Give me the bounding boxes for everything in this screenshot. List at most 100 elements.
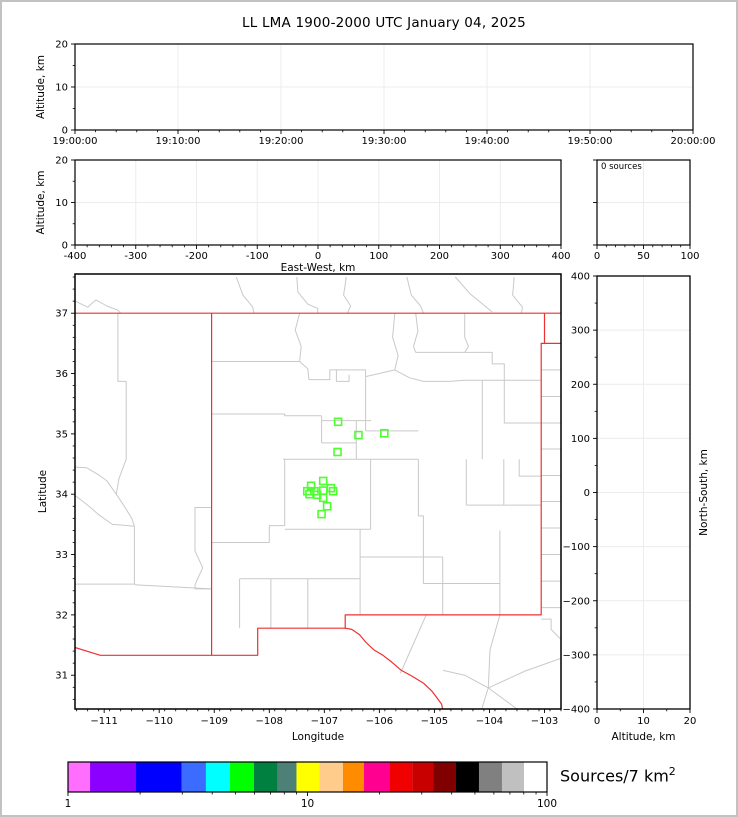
county-border-line [399, 614, 427, 674]
colorbar-swatch [181, 762, 206, 792]
tick-label: 19:50:00 [568, 136, 613, 147]
tick-label: 32 [55, 610, 68, 621]
x-axis-label: Altitude, km [611, 731, 675, 743]
tick-label: 50 [637, 251, 650, 262]
panel-map: −111 −110 −109 −108 −107 −106 −105 −104 −103 31 32… [37, 276, 562, 743]
tick-label: −400 [563, 705, 590, 716]
panel-frame [596, 275, 691, 710]
colorbar-swatch [342, 762, 365, 792]
tick-label: 100 [537, 798, 557, 810]
tick-label: −110 [145, 716, 172, 727]
tick-label: 100 [571, 434, 590, 445]
colorbar-label-sup: 2 [668, 765, 676, 778]
colorbar-swatch [136, 762, 182, 792]
county-border-line [487, 614, 501, 688]
colorbar-swatch [389, 762, 413, 792]
colorbar-swatch [478, 762, 502, 792]
county-border-line [75, 299, 122, 314]
colorbar-swatch [229, 762, 254, 792]
county-border-line [343, 276, 352, 314]
tick-label: 19:30:00 [362, 136, 407, 147]
county-border-line [464, 313, 469, 353]
tick-label: 200 [430, 251, 449, 262]
county-border-line [488, 657, 561, 689]
tick-label: 19:20:00 [259, 136, 304, 147]
county-border-line [488, 687, 518, 709]
panel-frame [74, 273, 562, 710]
figure-title: LL LMA 1900-2000 UTC January 04, 2025 [242, 15, 526, 31]
x-axis-label: East-West, km [281, 262, 356, 274]
y-axis-label: Altitude, km [35, 55, 47, 119]
source-marker [333, 417, 343, 427]
colorbar-swatch [253, 762, 278, 792]
county-border-line [299, 361, 310, 380]
colorbar-swatch [205, 762, 230, 792]
colorbar-swatch [90, 762, 137, 792]
tick-label: 10 [55, 198, 68, 209]
tick-label: 400 [551, 251, 570, 262]
colorbar-swatch [277, 762, 297, 792]
tick-label: 0 [315, 251, 321, 262]
tick-label: −103 [531, 716, 558, 727]
y-axis-label-right: North-South, km [698, 449, 710, 536]
colorbar-swatch [364, 762, 390, 792]
county-border-line [115, 493, 135, 527]
county-border-line [481, 687, 489, 709]
tick-label: 100 [369, 251, 388, 262]
tick-label: 1 [65, 798, 72, 810]
county-border-line [413, 313, 419, 353]
county-border-line [211, 413, 322, 417]
tick-label: 19:10:00 [156, 136, 201, 147]
tick-label: −100 [563, 542, 590, 553]
tick-label: 400 [571, 272, 590, 283]
source-marker [318, 493, 328, 503]
tick-label: 20 [55, 156, 68, 167]
tick-label: 0 [594, 251, 600, 262]
source-marker [326, 483, 336, 493]
y-axis-label: Altitude, km [35, 170, 47, 234]
county-border-line [75, 466, 117, 495]
tick-label: 37 [55, 309, 68, 320]
tick-label: 33 [55, 550, 68, 561]
county-border-line [454, 276, 493, 313]
tick-label: −105 [421, 716, 448, 727]
colorbar-swatch [412, 762, 434, 792]
panel-frame [74, 43, 694, 131]
panel-frame [74, 159, 562, 246]
county-border-line [294, 313, 302, 362]
tick-label: 20 [684, 716, 697, 727]
county-border-line [394, 369, 465, 382]
colorbar-swatch [501, 762, 525, 792]
tick-label: 0 [594, 716, 600, 727]
tick-label: 19:00:00 [53, 136, 98, 147]
tick-label: 20:00:00 [671, 136, 716, 147]
colorbar-swatch [433, 762, 456, 792]
state-border-line [543, 313, 561, 344]
source-count-annotation: 0 sources [601, 162, 642, 172]
tick-label: 31 [55, 671, 68, 682]
tick-label: -200 [185, 251, 208, 262]
colorbar-swatch [319, 762, 343, 792]
tick-label: 10 [637, 716, 650, 727]
tick-label: −108 [256, 716, 283, 727]
tick-label: -100 [246, 251, 269, 262]
county-border-line [194, 507, 212, 590]
county-border-line [392, 313, 399, 371]
panel-alt-histogram: 0 50 100 0 sources [593, 159, 700, 262]
tick-label: −111 [90, 716, 117, 727]
tick-label: -300 [124, 251, 147, 262]
tick-label: 20 [55, 40, 68, 51]
colorbar: 1 10 100 [65, 761, 557, 810]
tick-label: 34 [55, 490, 68, 501]
state-border-line [345, 627, 444, 709]
tick-label: 36 [55, 369, 68, 380]
county-border-line [365, 369, 395, 378]
tick-label: 0 [62, 126, 68, 137]
panel-ew-height: -400 -300 -200 -100 0 100 200 300 400 0 10 20 Altitu… [35, 156, 571, 275]
tick-label: −107 [311, 716, 338, 727]
tick-label: 100 [680, 251, 699, 262]
tick-label: −106 [366, 716, 393, 727]
source-marker [380, 428, 389, 438]
